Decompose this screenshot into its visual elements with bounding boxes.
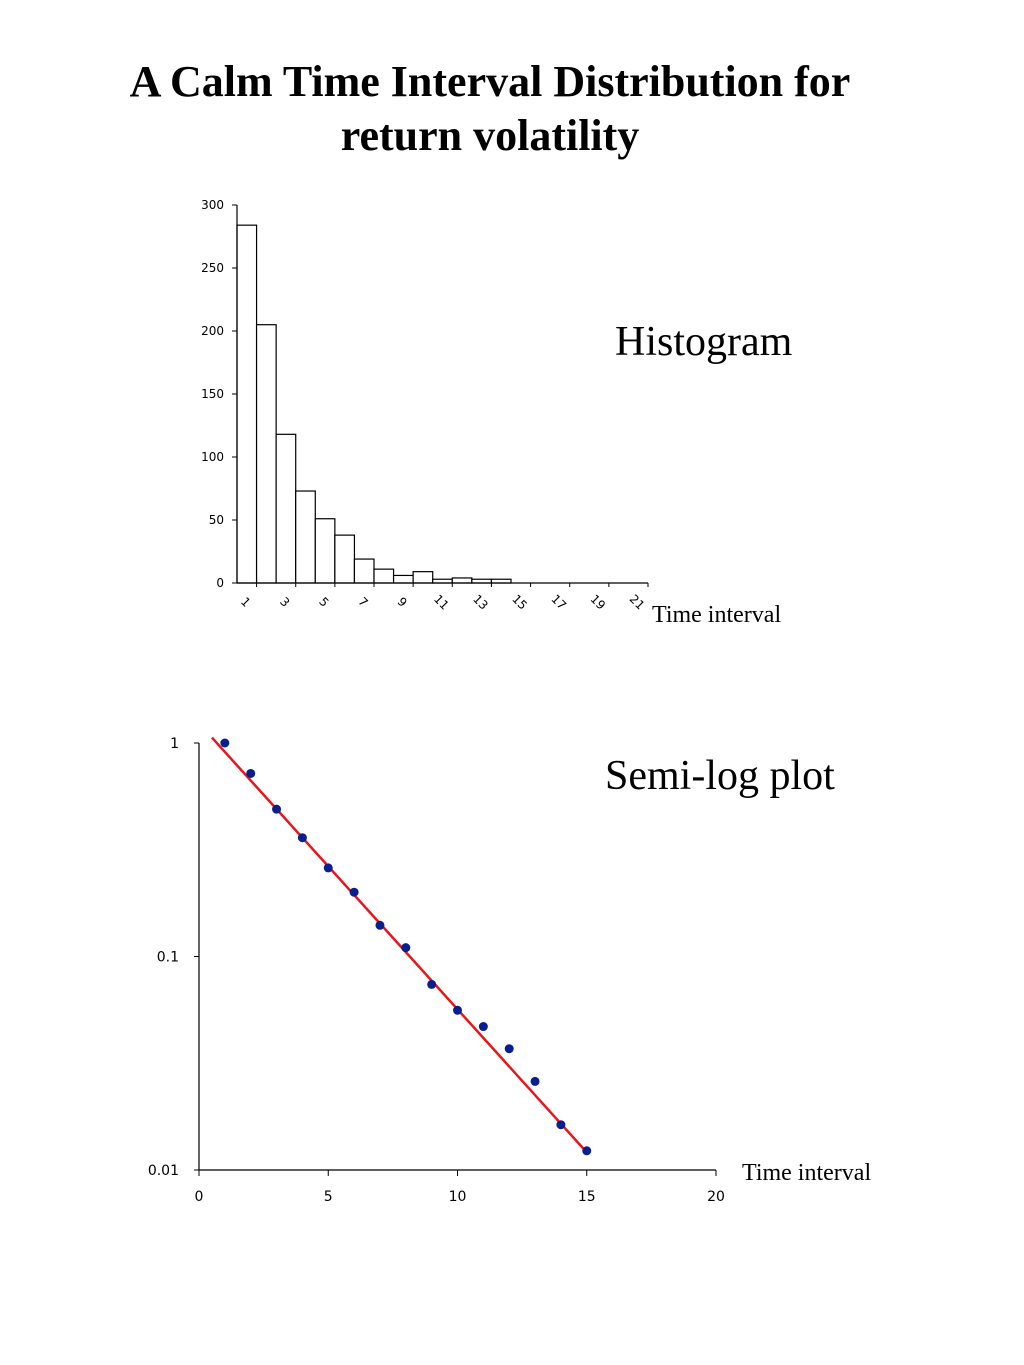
semilog-point <box>297 833 307 843</box>
semilog-y-tick-label: 0.01 <box>148 1163 179 1179</box>
title-line-2: return volatility <box>340 111 640 160</box>
semilog-x-tick-label: 0 <box>195 1189 204 1205</box>
page-title: A Calm Time Interval Distribution for re… <box>0 55 980 163</box>
semilog-point <box>478 1022 488 1032</box>
semilog-x-tick-label: 10 <box>449 1189 467 1205</box>
semilog-point <box>582 1146 592 1156</box>
histogram-y-tick-label: 0 <box>216 576 224 590</box>
semilog-point <box>530 1076 540 1086</box>
histogram-xlabel: Time interval <box>652 602 782 628</box>
semilog-xlabel: Time interval <box>742 1160 872 1186</box>
semilog-point <box>375 920 385 930</box>
histogram-y-tick-label: 250 <box>201 261 224 275</box>
semilog-label: Semi-log plot <box>605 753 835 799</box>
histogram-y-tick-label: 150 <box>201 387 224 401</box>
semilog-point <box>427 979 437 989</box>
semilog-point <box>401 943 411 953</box>
semilog-point <box>246 768 256 778</box>
histogram-label: Histogram <box>615 319 793 365</box>
semilog-point <box>556 1120 566 1130</box>
title-line-1: A Calm Time Interval Distribution for <box>129 57 851 106</box>
semilog-point <box>453 1005 462 1015</box>
histogram-y-tick-label: 300 <box>201 198 224 212</box>
semilog-fit-line <box>210 736 588 1154</box>
semilog-x-tick-label: 20 <box>707 1189 725 1205</box>
semilog-x-tick-label: 5 <box>324 1189 333 1205</box>
semilog-x-tick-label: 15 <box>578 1189 596 1205</box>
semilog-point <box>349 887 359 897</box>
semilog-y-tick-label: 1 <box>170 736 179 752</box>
histogram-y-tick-label: 50 <box>209 513 224 527</box>
semilog-point <box>323 863 333 873</box>
histogram-y-tick-label: 100 <box>201 450 224 464</box>
semilog-point <box>220 738 230 748</box>
histogram-y-tick-label: 200 <box>201 324 224 338</box>
semilog-point <box>272 804 282 814</box>
semilog-y-tick-label: 0.1 <box>157 950 179 966</box>
semilog-point <box>504 1044 514 1054</box>
